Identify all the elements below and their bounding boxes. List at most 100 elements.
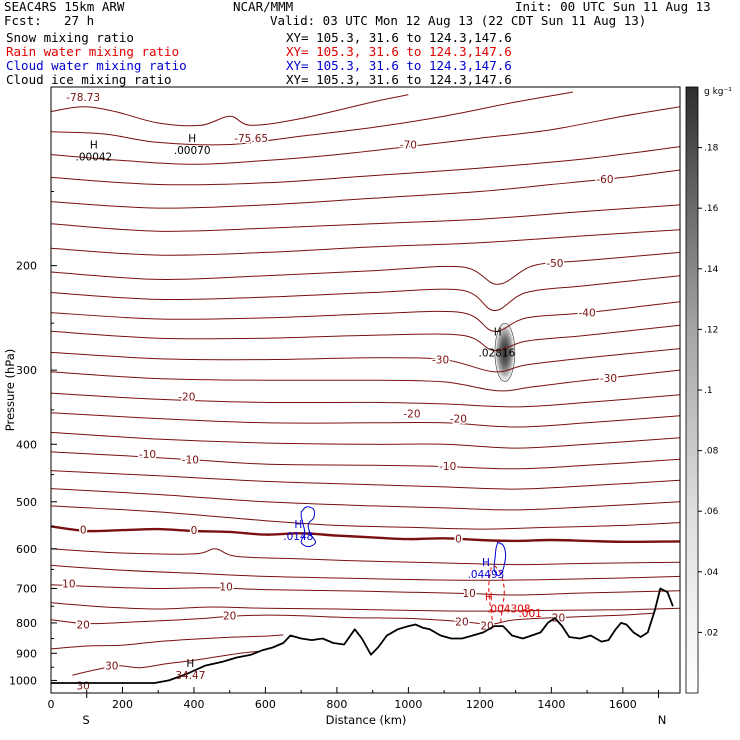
isotherm-label-16-2: -10: [439, 461, 456, 473]
isotherm-18: [51, 488, 680, 511]
cloud-ice-value-label: .02816: [479, 347, 516, 359]
isotherm-9: [51, 301, 680, 332]
org-label: NCAR/MMM: [233, 0, 294, 14]
rain-value-label: .004308: [487, 603, 530, 615]
y-tick-label-6: 800: [16, 617, 37, 630]
x-tick-label-0: 0: [48, 698, 55, 711]
colorbar-tick-label-8: .18: [704, 144, 719, 154]
cloud-water-contour-1: [493, 541, 507, 576]
isotherm-25: [51, 612, 656, 625]
isotherm-6: [51, 229, 680, 256]
colorbar-tick-label-5: .12: [704, 325, 718, 335]
x-tick-label-2: 400: [183, 698, 204, 711]
x-tick-label-8: 1600: [609, 698, 637, 711]
isotherm-label-2-0: -70: [400, 140, 417, 152]
y-tick-label-0: 200: [16, 260, 37, 273]
colorbar-tick-label-6: .14: [704, 265, 719, 275]
rain-contour-0b: [488, 567, 495, 627]
isotherm-label-7-0: -50: [546, 258, 563, 270]
isotherm-23: [51, 584, 680, 596]
isotherm-8: [51, 275, 680, 312]
y-tick-label-7: 900: [16, 647, 37, 660]
isotherm-label-23-2: 10: [462, 588, 475, 600]
isotherm-label-20-2: 0: [455, 533, 462, 545]
colorbar-unit: g kg⁻¹: [704, 87, 732, 97]
isotherm-7: [51, 251, 680, 285]
plot-frame: [50, 86, 681, 694]
field-xy-cloud-ice: XY= 105.3, 31.6 to 124.3,147.6: [286, 72, 512, 87]
cloud-water-h-0: H: [294, 519, 302, 531]
isotherm-label-20-0: 0: [80, 525, 87, 537]
isotherm-label-25-1: 20: [223, 611, 236, 623]
isotherm-label-25-3: 20: [480, 620, 493, 632]
isotherm-3: [51, 146, 680, 186]
y-tick-label-5: 700: [16, 583, 37, 596]
colorbar-tick-label-7: .16: [704, 204, 719, 214]
rain-h-label: H: [485, 591, 493, 603]
y-tick-label-8: 1000: [9, 674, 37, 687]
isotherm-label-11-0: -30: [432, 355, 449, 367]
isotherm-label-25-4: 20: [552, 612, 565, 624]
isotherm-11: [51, 348, 680, 373]
isotherm-17: [51, 470, 680, 490]
isotherm-label-25-0: 20: [76, 620, 89, 632]
colorbar: [685, 86, 699, 694]
isotherm-label-9-0: -40: [579, 308, 596, 320]
isotherm-20: [51, 525, 680, 544]
isotherm-27: [72, 650, 259, 676]
field-name-cloud-ice: Cloud ice mixing ratio: [6, 72, 172, 87]
rain-value-label-2: .001: [518, 608, 541, 620]
y-tick-label-1: 300: [16, 364, 37, 377]
field-name-snow: Snow mixing ratio: [6, 30, 134, 45]
isotherm-label-25-2: 20: [455, 617, 468, 629]
isotherm-label-13-0: -20: [178, 391, 195, 403]
field-xy-snow: XY= 105.3, 31.6 to 124.3,147.6: [286, 30, 512, 45]
isotherm-label-12-0: -30: [600, 373, 617, 385]
x-axis-label: Distance (km): [326, 713, 407, 727]
y-tick-label-4: 600: [16, 543, 37, 556]
isotherm-label-16-0: -10: [139, 449, 156, 461]
init-time: Init: 00 UTC Sun 11 Aug 13: [515, 0, 711, 14]
isotherm-13: [51, 392, 680, 408]
isotherm-5: [51, 204, 680, 232]
field-xy-rain: XY= 105.3, 31.6 to 124.3,147.6: [286, 44, 512, 59]
endpoint-right-label: N: [658, 713, 667, 727]
extremum-value-0: .00042: [76, 152, 113, 164]
isotherm-12: [51, 369, 680, 392]
cloud-water-h-1: H: [482, 557, 490, 569]
extremum-h-2: H: [186, 658, 194, 670]
cloud-ice-contour: [494, 323, 516, 382]
isotherm-label-0-0: -78.73: [66, 92, 100, 104]
field-name-rain: Rain water mixing ratio: [6, 44, 180, 59]
isotherm-label-14-0: -20: [403, 409, 420, 421]
extremum-value-2: 34.47: [175, 670, 205, 682]
y-axis-label: Pressure (hPa): [3, 349, 17, 432]
terrain-line: [51, 587, 674, 684]
rain-contour-0a: [493, 565, 505, 625]
isotherm-label-26-0: 30: [105, 661, 118, 673]
isotherm-2: [51, 106, 680, 165]
isotherm-10: [51, 324, 680, 352]
isotherm-16: [51, 451, 680, 470]
isotherm-label-16-1: -10: [182, 454, 199, 466]
isotherm-19: [51, 505, 680, 530]
field-xy-cloud-water: XY= 105.3, 31.6 to 124.3,147.6: [286, 58, 512, 73]
extremum-h-1: H: [188, 133, 196, 145]
extremum-h-0: H: [90, 140, 98, 152]
colorbar-tick-label-4: .1: [704, 386, 713, 396]
y-tick-label-3: 500: [16, 496, 37, 509]
isotherm-0: [51, 94, 409, 127]
x-tick-label-5: 1000: [394, 698, 422, 711]
isotherm-label-20-1: 0: [191, 525, 198, 537]
isotherm-14: [51, 412, 680, 428]
isotherm-21: [51, 548, 680, 566]
colorbar-tick-label-1: .04: [704, 568, 719, 578]
cloud-ice-shade: [494, 323, 515, 382]
isotherm-1: [51, 91, 573, 146]
isotherm-label-1-0: -75.65: [234, 133, 268, 145]
cloud-ice-h-label: H: [494, 326, 502, 338]
isotherm-label-4-0: -60: [596, 174, 613, 186]
x-tick-label-4: 800: [326, 698, 347, 711]
isotherm-15: [51, 431, 680, 449]
